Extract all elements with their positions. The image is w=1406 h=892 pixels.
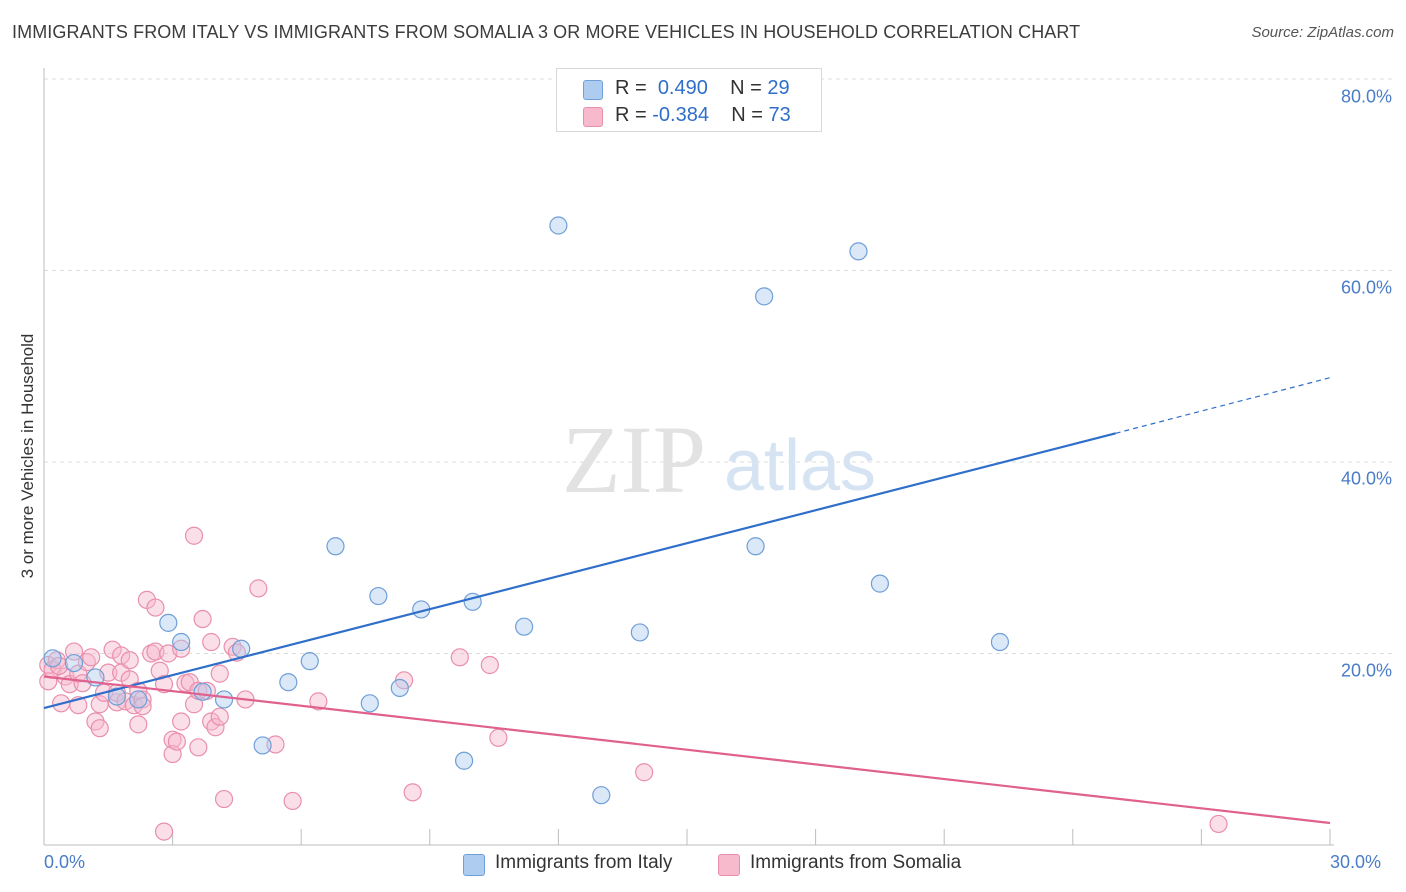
legend-swatch-somalia — [583, 107, 603, 127]
italy-point-8 — [214, 690, 234, 709]
x-tick-label-min: 0.0% — [44, 852, 86, 872]
somalia-point-52 — [202, 632, 221, 652]
italy-point-7 — [193, 682, 212, 701]
italy-points — [43, 216, 1010, 805]
y-tick-label-40: 40.0% — [1340, 468, 1392, 489]
italy-trendline-extension — [1115, 377, 1331, 434]
italy-point-0 — [43, 649, 62, 668]
somalia-trendline — [43, 675, 1331, 825]
somalia-point-68 — [480, 655, 499, 675]
somalia-point-71 — [1209, 814, 1228, 834]
y-tick-label-80: 80.0% — [1340, 86, 1392, 107]
italy-point-3 — [107, 687, 126, 706]
somalia-point-69 — [489, 728, 508, 747]
italy-point-12 — [300, 652, 319, 671]
somalia-point-33 — [146, 598, 165, 617]
italy-point-11 — [279, 673, 298, 692]
italy-point-21 — [549, 216, 568, 235]
somalia-point-29 — [133, 690, 152, 709]
italy-point-26 — [849, 242, 868, 261]
italy-point-9 — [232, 639, 251, 658]
grid — [44, 78, 1392, 654]
italy-point-15 — [369, 586, 388, 606]
somalia-point-49 — [189, 738, 208, 757]
y-tick-label-60: 60.0% — [1340, 277, 1392, 298]
legend-swatch-italy — [583, 80, 603, 100]
italy-point-1 — [64, 653, 84, 673]
somalia-point-54 — [206, 718, 225, 737]
italy-point-18 — [454, 751, 474, 770]
somalia-point-56 — [210, 707, 229, 726]
italy-point-10 — [253, 736, 272, 755]
somalia-point-63 — [283, 791, 302, 811]
somalia-point-66 — [403, 783, 422, 802]
somalia-point-61 — [249, 579, 268, 598]
axes — [43, 68, 1334, 846]
legend-text-italy: R = 0.490 N = 29 — [615, 77, 790, 99]
legend: R = 0.490 N = 29 R = -0.384 N = 73 — [556, 68, 822, 132]
somalia-point-47 — [184, 695, 204, 714]
legend-text-somalia: R = -0.384 N = 73 — [615, 104, 791, 126]
somalia-point-12 — [82, 648, 101, 667]
somalia-point-41 — [167, 732, 186, 751]
italy-point-16 — [390, 678, 409, 698]
bottom-legend-label-italy: Immigrants from Italy — [495, 852, 673, 873]
somalia-point-46 — [184, 526, 204, 545]
somalia-point-50 — [193, 609, 212, 629]
italy-trendline — [43, 432, 1116, 710]
italy-point-22 — [592, 786, 611, 805]
somalia-point-43 — [172, 639, 191, 658]
somalia-point-70 — [635, 763, 654, 782]
somalia-point-25 — [120, 651, 139, 670]
somalia-point-37 — [154, 675, 174, 694]
italy-point-4 — [129, 690, 148, 709]
somalia-point-64 — [309, 692, 328, 711]
italy-point-13 — [326, 537, 345, 556]
watermark-atlas: atlas — [724, 426, 876, 506]
source-label: Source: ZipAtlas.com — [1251, 24, 1394, 41]
italy-point-20 — [515, 617, 534, 636]
bottom-legend-swatch-somalia — [718, 854, 740, 876]
somalia-point-28 — [129, 715, 148, 734]
italy-point-25 — [755, 287, 774, 306]
somalia-point-42 — [172, 712, 191, 731]
somalia-point-57 — [214, 789, 234, 809]
italy-point-27 — [870, 574, 890, 593]
chart-title: IMMIGRANTS FROM ITALY VS IMMIGRANTS FROM… — [12, 22, 1081, 42]
watermark-zip: ZIP — [562, 406, 706, 513]
trendlines — [43, 377, 1331, 825]
italy-point-28 — [990, 632, 1010, 652]
watermark: ZIP atlas — [562, 406, 876, 513]
italy-point-24 — [746, 537, 765, 556]
somalia-point-67 — [450, 648, 469, 667]
bottom-legend-label-somalia: Immigrants from Somalia — [750, 852, 962, 873]
italy-point-6 — [172, 632, 191, 652]
italy-point-5 — [159, 613, 178, 632]
somalia-point-15 — [90, 719, 109, 738]
x-tick-label-max: 30.0% — [1330, 852, 1382, 872]
somalia-point-36 — [154, 822, 174, 841]
somalia-points — [39, 526, 1228, 841]
bottom-legend-swatch-italy — [463, 854, 485, 876]
italy-point-23 — [630, 623, 649, 642]
italy-point-14 — [360, 694, 379, 713]
somalia-point-55 — [210, 664, 229, 683]
somalia-point-62 — [266, 735, 285, 754]
y-tick-label-20: 20.0% — [1340, 660, 1392, 681]
